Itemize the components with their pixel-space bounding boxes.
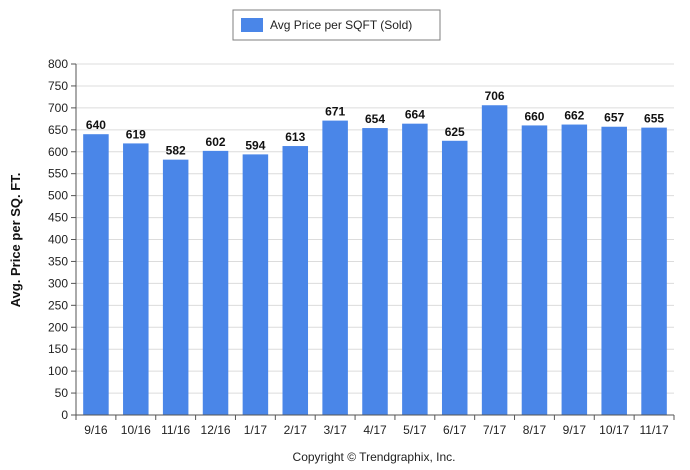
data-label: 662 [564,109,584,123]
y-tick-label: 100 [48,364,68,378]
data-label: 640 [86,118,106,132]
x-tick-label: 5/17 [403,423,427,437]
bar-12-16 [202,150,229,415]
legend: Avg Price per SQFT (Sold) [232,9,441,41]
y-tick-label: 350 [48,254,68,268]
x-tick-label: 1/17 [244,423,268,437]
y-tick-label: 400 [48,233,68,247]
x-tick-label: 4/17 [363,423,387,437]
bar-10-17 [601,126,627,416]
data-label: 619 [126,127,146,141]
y-tick-label: 200 [48,320,68,334]
axes [71,63,675,420]
x-tick-label: 8/17 [523,423,547,437]
y-tick-label: 50 [55,386,69,400]
y-tick-label: 650 [48,123,68,137]
x-tick-label: 6/17 [443,423,467,437]
data-label: 655 [644,112,664,126]
y-tick-label: 700 [48,101,68,115]
bar-11-17 [641,127,667,416]
bar-6-17 [441,140,468,415]
bar-7-17 [481,105,508,416]
data-label: 594 [245,138,265,152]
y-tick-label: 250 [48,298,68,312]
y-tick-label: 800 [48,57,68,71]
x-tick-label: 2/17 [284,423,308,437]
legend-box [232,9,441,41]
data-label: 657 [604,111,624,125]
bar-1-17 [242,154,269,415]
bar-5-17 [402,123,428,416]
bar-2-17 [282,146,309,415]
bar-9-16 [83,134,109,415]
data-label: 664 [405,108,425,122]
y-tick-label: 450 [48,211,68,225]
data-label: 602 [206,135,226,149]
x-tick-label: 10/17 [599,423,629,437]
y-tick-label: 750 [48,79,68,93]
bar-8-17 [521,125,548,416]
data-label: 582 [166,144,186,158]
y-axis-title: Avg. Price per SQ. FT. [8,173,23,308]
x-tick-label: 3/17 [323,423,347,437]
bar-4-17 [362,128,388,415]
x-tick-label: 12/16 [201,423,231,437]
y-tick-label: 300 [48,276,68,290]
x-tick-label: 11/16 [161,423,190,437]
y-tick-label: 550 [48,167,68,181]
x-tick-label: 11/17 [639,423,668,437]
x-tick-label: 7/17 [483,423,507,437]
y-tick-label: 0 [61,408,68,422]
legend-swatch [241,18,263,32]
copyright-text: Copyright © Trendgraphix, Inc. [293,450,456,464]
data-labels: 640 619 582 602 594 613 671 654 664 625 706 660 662 6… [86,89,664,157]
bar-10-16 [123,143,149,415]
x-tick-label: 9/16 [84,423,108,437]
data-label: 613 [285,130,305,144]
bars [83,105,667,416]
y-tick-label: 600 [48,145,68,159]
legend-label: Avg Price per SQFT (Sold) [270,18,412,32]
data-label: 660 [524,109,544,123]
y-tick-labels: 0 50 100 150 200 250 300 350 400 450 500 550 600 650 7… [48,57,68,422]
data-label: 671 [325,105,345,119]
x-tick-labels: 9/16 10/16 11/16 12/16 1/17 2/17 3/17 4/17 5/17 6… [84,423,669,437]
bar-9-17 [561,124,588,416]
data-label: 654 [365,112,385,126]
data-label: 625 [445,125,465,139]
y-tick-label: 500 [48,189,68,203]
bar-3-17 [322,120,348,415]
y-tick-label: 150 [48,342,68,356]
x-tick-label: 9/17 [563,423,587,437]
bar-11-16 [162,159,189,415]
data-label: 706 [485,89,505,103]
x-tick-label: 10/16 [121,423,151,437]
